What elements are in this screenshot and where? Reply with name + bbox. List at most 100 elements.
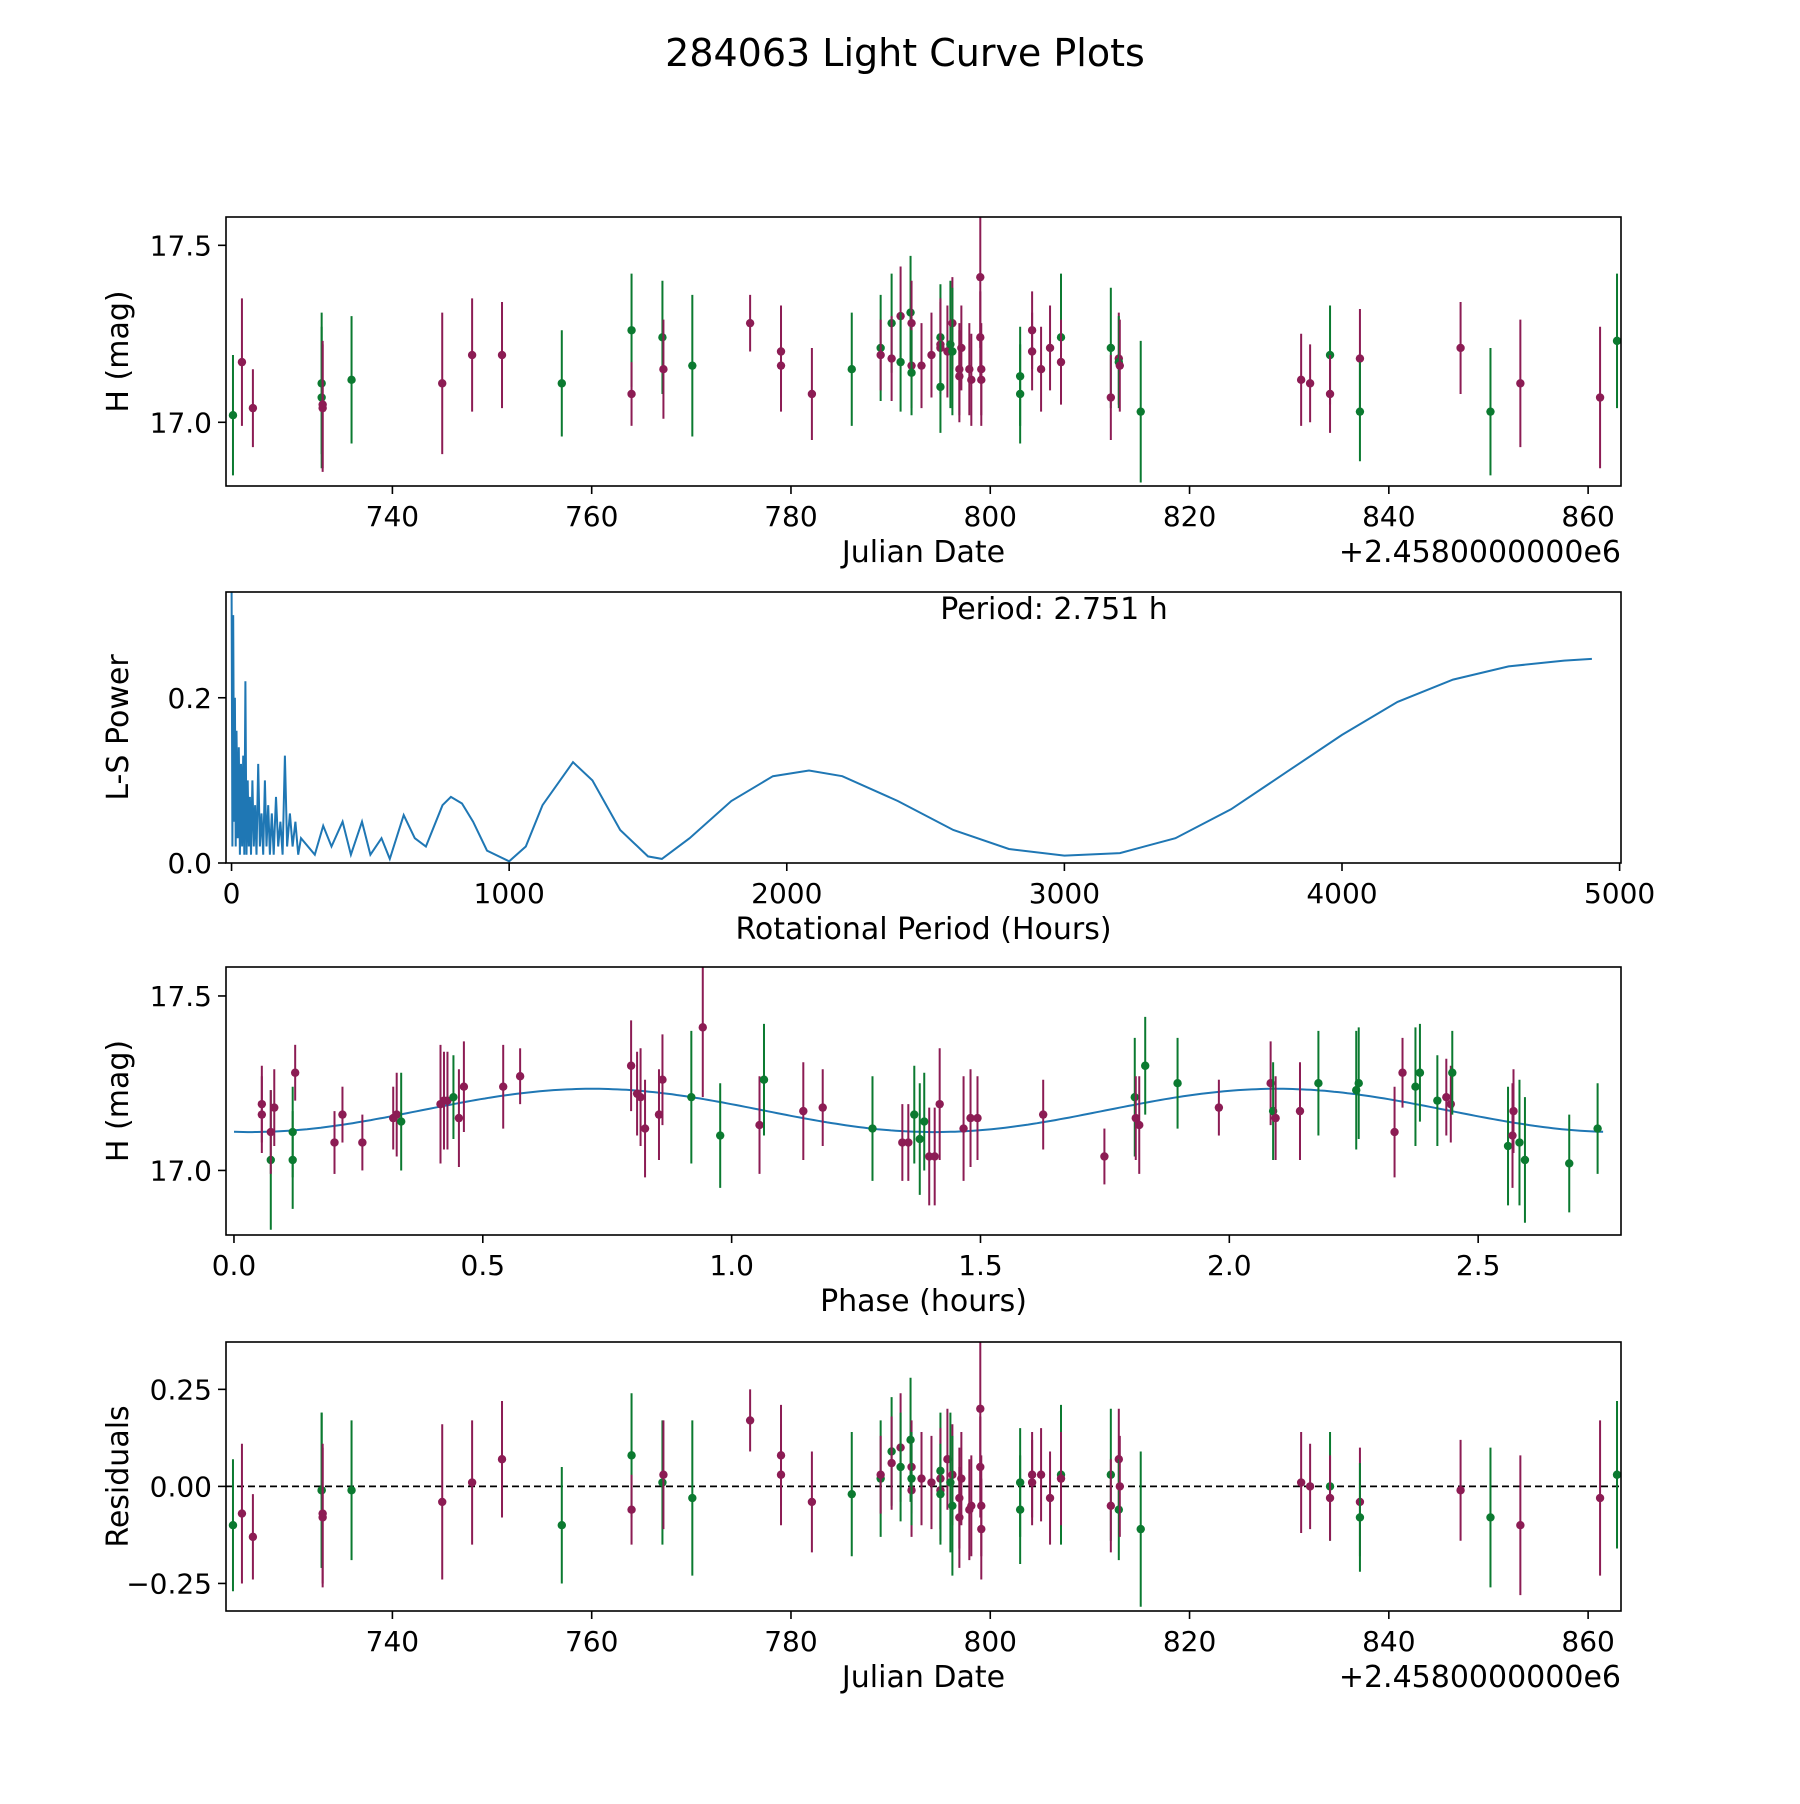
data-point [1354, 1079, 1363, 1088]
data-point [1325, 389, 1335, 399]
data-point [290, 1068, 300, 1077]
data-point [868, 1124, 877, 1133]
data-point [807, 389, 817, 399]
data-point [1056, 357, 1066, 367]
data-point [1106, 1501, 1116, 1511]
y-axis-label: H (mag) [101, 1040, 136, 1162]
data-point [876, 350, 885, 360]
data-point [1015, 389, 1025, 399]
data-point [977, 1524, 986, 1534]
data-point [1433, 1096, 1442, 1105]
data-point [1131, 1113, 1140, 1123]
data-point [237, 357, 247, 367]
data-point [917, 361, 926, 370]
data-point [659, 364, 668, 374]
x-axis-label: Rotational Period (Hours) [735, 912, 1111, 947]
data-point [1442, 1092, 1451, 1102]
data-point [887, 354, 896, 363]
periodogram-panel: 0 1000 2000 3000 4000 5000 0.0 0.2 Rotational Pe… [101, 591, 1655, 947]
data-point [1355, 1513, 1365, 1522]
data-point [497, 1455, 507, 1464]
data-point [959, 1124, 968, 1133]
data-point [907, 368, 916, 377]
periodogram-line [230, 592, 1592, 863]
data-point [1106, 393, 1116, 402]
x-tick-label: 840 [1362, 500, 1415, 533]
data-point [438, 1497, 447, 1507]
axes-frame [225, 1341, 1622, 1612]
data-point [1516, 1521, 1525, 1530]
plot-area [226, 1342, 1621, 1607]
data-point [1100, 1152, 1109, 1161]
data-point [318, 1513, 327, 1522]
data-point [1271, 1113, 1280, 1123]
data-point [1456, 343, 1465, 353]
data-point [1135, 1120, 1144, 1130]
axes-frame [225, 591, 1622, 864]
x-tick-label: 860 [1561, 1625, 1614, 1658]
data-point [1503, 1141, 1513, 1151]
data-point [799, 1106, 808, 1116]
x-tick-label: 740 [366, 1625, 419, 1658]
data-point [1036, 364, 1046, 374]
x-tick-label: 800 [964, 1625, 1017, 1658]
data-point [1115, 361, 1124, 370]
x-offset-text: +2.4580000000e6 [1339, 1660, 1621, 1695]
data-point [1486, 1513, 1495, 1522]
data-point [454, 1113, 464, 1123]
x-offset-text: +2.4580000000e6 [1339, 535, 1621, 570]
data-point [499, 1082, 508, 1091]
data-point [687, 1092, 696, 1102]
data-point [467, 1478, 477, 1487]
data-point [776, 361, 786, 370]
data-point [887, 1458, 896, 1468]
plot-area [233, 967, 1604, 1230]
x-tick-label: 0.0 [212, 1249, 257, 1282]
data-point [1355, 354, 1365, 363]
x-axis-label: Julian Date [840, 1660, 1005, 1695]
data-point [1296, 1478, 1306, 1487]
y-tick-label: 17.0 [150, 406, 212, 439]
data-point [876, 1470, 885, 1479]
data-point [976, 1404, 985, 1413]
data-point [270, 1103, 279, 1112]
data-point [1136, 407, 1145, 416]
data-point [1520, 1155, 1530, 1165]
data-point [1411, 1082, 1420, 1091]
data-point [1398, 1068, 1407, 1077]
y-axis-label: Residuals [101, 1405, 136, 1547]
model-fit-curve [233, 1087, 1604, 1134]
data-point [1106, 343, 1116, 353]
data-point [392, 1110, 401, 1119]
x-tick-label: 1.5 [958, 1249, 1003, 1282]
data-point [248, 1532, 258, 1542]
data-point [438, 379, 447, 388]
data-point [1027, 347, 1037, 356]
data-point [654, 1110, 664, 1119]
x-tick-label: 760 [565, 500, 618, 533]
data-point [948, 347, 957, 356]
y-tick-label: 17.0 [150, 1154, 212, 1187]
data-point [1515, 1138, 1524, 1147]
y-tick-label: −0.25 [126, 1567, 212, 1600]
y-axis-label: H (mag) [101, 290, 136, 412]
x-tick-label: 780 [764, 500, 817, 533]
data-point [807, 1497, 817, 1507]
data-point [967, 1501, 976, 1511]
data-point [896, 1462, 905, 1472]
data-point [1045, 1493, 1055, 1503]
x-tick-label: 780 [764, 1625, 817, 1658]
data-point [347, 1486, 356, 1495]
data-point [658, 1075, 667, 1084]
y-tick-label: 0.0 [167, 847, 212, 880]
data-point [776, 1470, 786, 1479]
data-point [627, 326, 636, 335]
data-point [1314, 1079, 1323, 1088]
data-point [910, 1110, 919, 1119]
figure-title: 284063 Light Curve Plots [665, 31, 1145, 75]
data-point [1141, 1061, 1150, 1070]
data-point [1486, 407, 1495, 416]
data-point [698, 1023, 707, 1032]
data-point [1027, 1478, 1037, 1487]
data-point [927, 1478, 936, 1487]
